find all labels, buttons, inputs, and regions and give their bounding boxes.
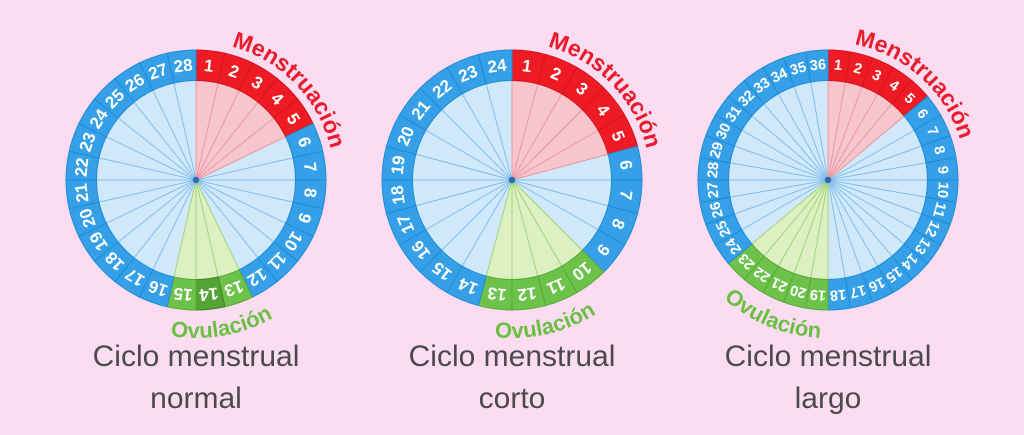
- menstruation-inner-wedge: [512, 80, 609, 180]
- menstruation-inner-wedge: [828, 80, 905, 180]
- day-number: 1: [833, 57, 842, 74]
- ovulation-inner-wedge: [751, 180, 828, 280]
- wheel-caption-largo: Ciclo menstrual largo: [648, 336, 1008, 420]
- day-number: 8: [930, 144, 948, 156]
- cycle-wheel-group-largo: 1 2 3 4 5 6 7 8 9 10 11 12 13 14 15 16 17 18 19 20 21 22 23 24 2…: [648, 0, 1008, 435]
- day-number: 11: [929, 200, 948, 219]
- wheel-center-dot: [824, 176, 832, 184]
- day-number: 1: [521, 56, 533, 76]
- day-cell: [477, 49, 513, 85]
- day-number: 21: [71, 182, 92, 203]
- day-number: 1: [203, 56, 215, 76]
- day-number: 2: [852, 60, 864, 78]
- menstruation-inner-wedge: [196, 80, 286, 180]
- cycle-wheel-group-corto: 1 2 3 4 5 6 7 8 9 10 11 12 13 14 15 16 17 18 19 20 21 22 23 24 M…: [332, 0, 692, 435]
- day-number: 28: [173, 55, 194, 76]
- day-number: 18: [388, 184, 409, 205]
- cycle-wheel-group-normal: 1 2 3 4 5 6 7 8 9 10 11 12 13 14 15 16 17 18 19 20 21 22 23 24 2…: [16, 0, 376, 435]
- day-number: 31: [723, 103, 745, 125]
- day-number: 30: [713, 121, 734, 142]
- day-number: 33: [751, 75, 773, 97]
- day-number: 12: [921, 218, 942, 239]
- day-number: 20: [788, 281, 808, 301]
- day-number: 7: [616, 189, 636, 201]
- caption-line1: Ciclo menstrual: [92, 340, 300, 373]
- day-number: 11: [544, 274, 568, 298]
- cycle-wheel-largo: 1 2 34567891011121314151617181920212223242…: [697, 24, 980, 343]
- day-number: 14: [198, 284, 219, 305]
- day-number: 15: [173, 284, 194, 305]
- caption-line1: Ciclo menstrual: [408, 340, 616, 373]
- day-number: 19: [809, 286, 826, 303]
- day-number: 36: [809, 57, 826, 74]
- day-number: 24: [723, 235, 745, 257]
- ovulation-inner-wedge: [486, 180, 583, 280]
- day-number: 13: [911, 235, 933, 257]
- day-number: 16: [866, 273, 887, 294]
- caption-line2: normal: [150, 382, 242, 415]
- day-number: 17: [848, 281, 868, 301]
- day-number: 34: [769, 65, 790, 86]
- wheel-center-dot: [192, 176, 200, 184]
- day-number: 19: [388, 154, 409, 175]
- day-number: 26: [707, 200, 727, 220]
- day-number: 7: [300, 161, 320, 173]
- day-number: 24: [486, 56, 508, 77]
- caption-line2: largo: [794, 382, 862, 415]
- day-number: 27: [705, 181, 722, 198]
- day-number: 15: [883, 263, 905, 285]
- day-number: 29: [707, 140, 727, 160]
- caption-line2: corto: [478, 382, 546, 415]
- day-cell: [166, 49, 197, 84]
- cycle-wheel-normal: 1 234567891011121314151617181920212223242…: [65, 26, 351, 343]
- day-number: 13: [486, 283, 507, 304]
- day-number: 6: [616, 159, 636, 171]
- day-number: 22: [71, 157, 92, 178]
- day-number: 8: [300, 187, 320, 199]
- day-number: 21: [769, 273, 790, 294]
- wheel-caption-normal: Ciclo menstrual normal: [16, 336, 376, 420]
- day-cell: [804, 49, 829, 83]
- wheel-caption-corto: Ciclo menstrual corto: [332, 336, 692, 420]
- day-number: 25: [713, 218, 734, 239]
- day-number: 10: [934, 181, 951, 198]
- day-number: 22: [751, 263, 773, 285]
- day-number: 35: [788, 59, 808, 79]
- day-number: 12: [516, 283, 537, 304]
- day-number: 9: [934, 165, 951, 174]
- caption-line1: Ciclo menstrual: [724, 340, 932, 373]
- wheel-center-dot: [508, 176, 516, 184]
- day-number: 18: [829, 286, 846, 303]
- ovulation-inner-wedge: [173, 180, 240, 280]
- day-number: 28: [705, 161, 722, 178]
